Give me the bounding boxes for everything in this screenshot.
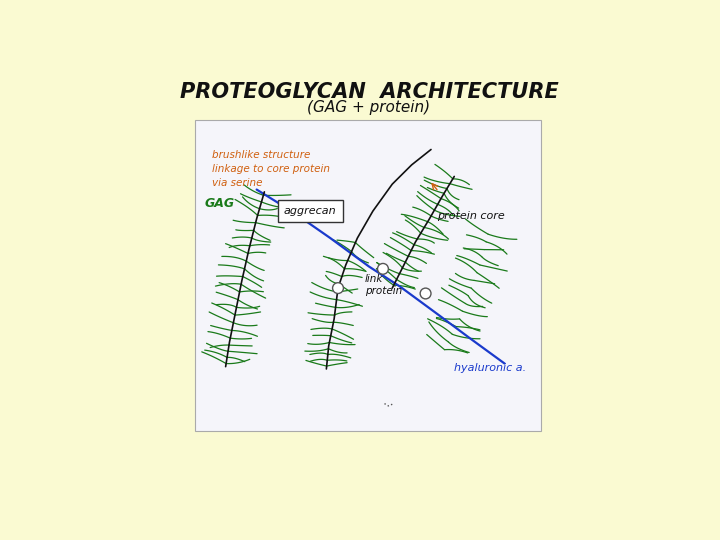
Text: protein core: protein core — [437, 211, 505, 221]
Text: link
protein: link protein — [365, 274, 402, 296]
Text: hyaluronic a.: hyaluronic a. — [454, 363, 526, 373]
Circle shape — [377, 264, 388, 274]
Text: brushlike structure
linkage to core protein
via serine: brushlike structure linkage to core prot… — [212, 150, 330, 187]
Text: (GAG + protein): (GAG + protein) — [307, 100, 431, 114]
Circle shape — [333, 283, 343, 294]
FancyBboxPatch shape — [194, 120, 541, 430]
Circle shape — [420, 288, 431, 299]
Text: aggrecan: aggrecan — [284, 206, 336, 216]
FancyBboxPatch shape — [277, 200, 343, 222]
Text: GAG: GAG — [204, 197, 235, 210]
Text: PROTEOGLYCAN  ARCHITECTURE: PROTEOGLYCAN ARCHITECTURE — [179, 82, 559, 102]
